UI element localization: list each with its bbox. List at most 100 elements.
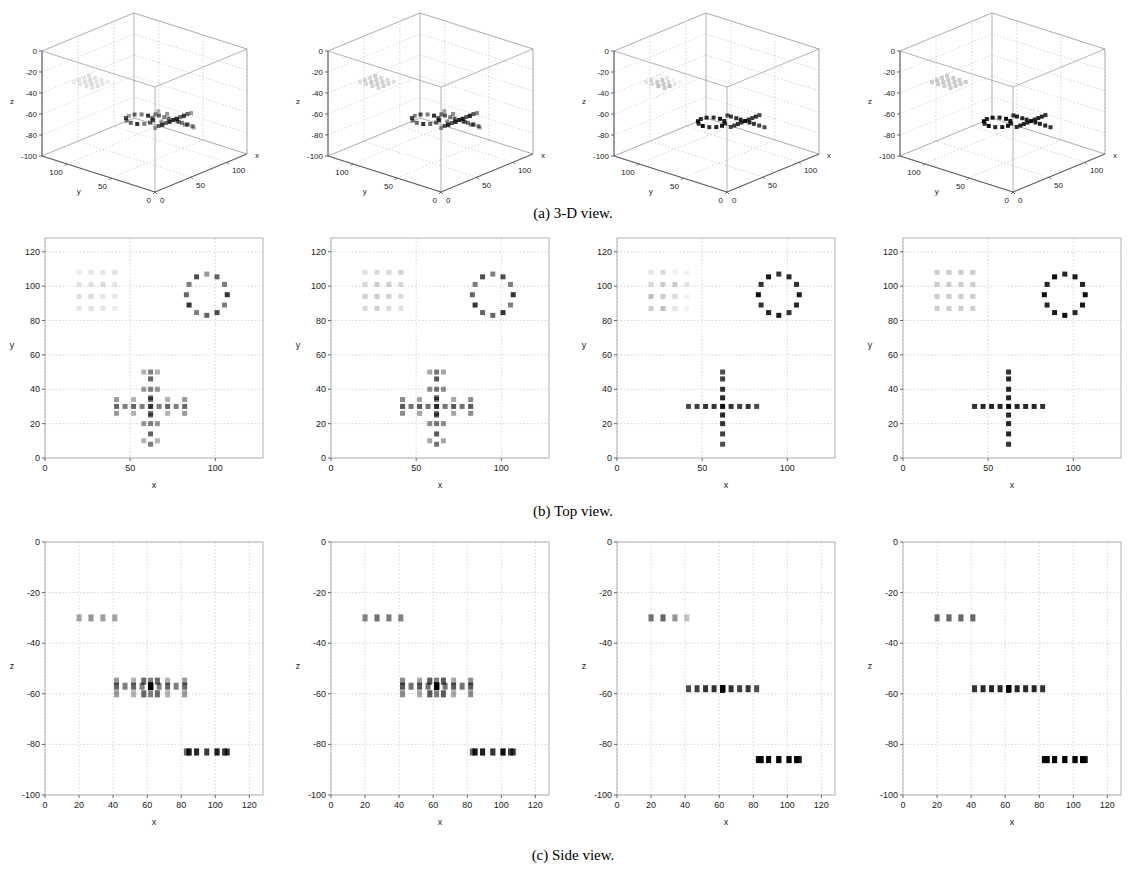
tick [900, 423, 903, 424]
voxel [441, 690, 446, 697]
tick-label: -40 [885, 638, 898, 648]
marks [649, 614, 802, 763]
voxel [386, 306, 391, 311]
axis-title: y [363, 187, 367, 196]
voxel [375, 82, 379, 86]
voxel [140, 404, 145, 409]
voxel [656, 84, 660, 88]
voxel [1006, 685, 1011, 692]
voxel [776, 756, 781, 763]
voxel [1004, 117, 1008, 121]
voxel [468, 690, 473, 697]
grid-line [331, 744, 549, 745]
tick [328, 744, 331, 745]
voxel [222, 303, 227, 308]
voxel [194, 310, 199, 315]
voxel [684, 614, 689, 621]
voxel [720, 685, 725, 692]
box-edge [900, 51, 1013, 87]
tick [900, 389, 903, 390]
voxel [776, 313, 781, 318]
voxel [426, 112, 430, 116]
voxel [1052, 310, 1057, 315]
tick [249, 795, 250, 798]
grid-line [535, 542, 536, 795]
voxel [427, 370, 432, 375]
grid-line [42, 13, 134, 51]
voxel [1032, 685, 1037, 692]
box-edge [420, 13, 421, 118]
grid-line [1107, 542, 1108, 795]
axis-title: x [724, 480, 729, 490]
voxel [1023, 404, 1028, 409]
tick-label: 100 [883, 281, 898, 291]
voxel [998, 685, 1003, 692]
voxel [1006, 431, 1011, 436]
tick [614, 389, 617, 390]
tick-label: -100 [593, 152, 610, 161]
grid-line [363, 36, 364, 141]
tick [153, 192, 155, 194]
grid-line [617, 643, 835, 644]
caption: (c) Side view. [532, 847, 615, 864]
tick-label: -60 [27, 689, 40, 699]
voxel [947, 82, 951, 86]
tick [395, 178, 397, 180]
tick-label: 40 [602, 384, 612, 394]
tick-label: 20 [30, 419, 40, 429]
tick [328, 542, 331, 543]
tick-label: 20 [360, 800, 370, 810]
voxel [189, 111, 193, 115]
voxel [672, 306, 677, 311]
grid-line [969, 140, 1061, 178]
voxel [100, 614, 105, 621]
voxel [157, 114, 161, 118]
voxel [501, 748, 506, 755]
voxel [1038, 122, 1042, 126]
voxel [468, 114, 472, 118]
voxel [1080, 282, 1085, 287]
tick [897, 51, 900, 52]
grid-line [202, 35, 203, 140]
box-edge [155, 87, 156, 192]
voxel [178, 115, 182, 119]
voxel [720, 431, 725, 436]
tick-label: 0 [160, 196, 165, 205]
voxel [946, 614, 951, 621]
voxel [1006, 413, 1011, 418]
voxel [794, 282, 799, 287]
voxel [363, 614, 368, 621]
tick [651, 795, 652, 798]
box-edge [727, 154, 819, 192]
tick-label: 100 [208, 800, 223, 810]
voxel [194, 748, 199, 755]
voxel [131, 678, 136, 685]
marks [77, 270, 230, 447]
voxel [187, 748, 192, 755]
voxel [148, 690, 153, 697]
y-axis [328, 156, 441, 192]
box-edge [706, 13, 707, 118]
grid-line [45, 320, 263, 321]
voxel [77, 614, 82, 621]
grid-line [903, 693, 1121, 694]
voxel [114, 411, 119, 416]
voxel [945, 74, 949, 78]
voxel [215, 748, 220, 755]
marks [935, 270, 1088, 447]
voxel [434, 397, 439, 402]
axis-title: z [296, 97, 300, 106]
tick-label: 50 [670, 182, 679, 191]
grid-line [900, 55, 992, 93]
voxel [766, 310, 771, 315]
tick [39, 114, 42, 115]
tick-label: 120 [1100, 800, 1115, 810]
tick-label: -40 [27, 638, 40, 648]
voxel [174, 404, 179, 409]
grid-line [42, 76, 134, 114]
tick [614, 251, 617, 252]
voxel [787, 274, 792, 279]
voxel [417, 411, 422, 416]
voxel [672, 282, 677, 287]
grid-line [328, 13, 420, 51]
